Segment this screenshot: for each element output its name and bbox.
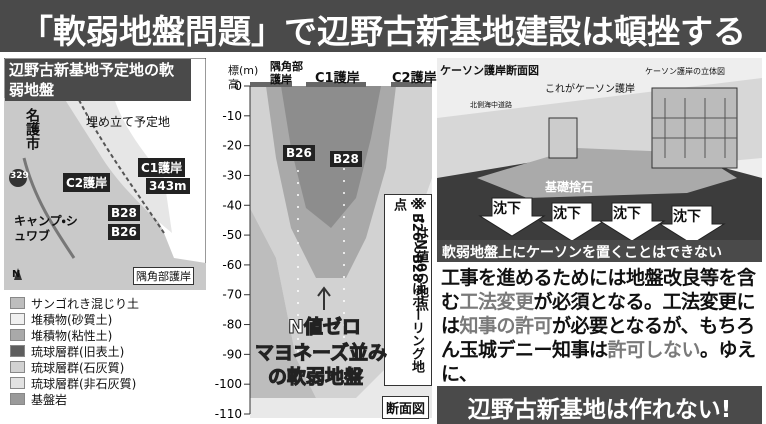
- section-label: B26: [283, 145, 315, 161]
- legend: サンゴれき混じり土堆積物(砂質土)堆積物(粘性土)琉球層群(旧表土)琉球層群(石…: [10, 295, 139, 407]
- sink-label: 沈下: [673, 206, 701, 226]
- tick-label: -30: [222, 168, 242, 182]
- legend-label: 堆積物(粘性土): [31, 327, 112, 344]
- map-label: 343m: [146, 178, 190, 194]
- tick-label: -20: [222, 139, 242, 153]
- tick-label: -10: [222, 109, 242, 123]
- tick-label: -80: [222, 318, 242, 332]
- tick-label: -110: [215, 407, 242, 421]
- axis-title: 高: [228, 76, 239, 92]
- map-label: B26: [108, 224, 140, 240]
- section-label: 隅角部護岸: [270, 60, 310, 86]
- emphasis: 知事の許可: [460, 315, 553, 337]
- page: 「軟弱地盤問題」で辺野古新基地建設は頓挫する 辺野古新基地予定地の軟弱地盤 名護…: [0, 0, 766, 424]
- legend-item: サンゴれき混じり土: [10, 295, 139, 311]
- caisson: [549, 118, 577, 158]
- sink-label: 沈下: [613, 203, 641, 223]
- body-text: 工事を進めるためには地盤改良等を含む工法変更が必須となる。工法変更には知事の許可…: [441, 266, 763, 386]
- section-callout: の軟弱地盤: [268, 362, 363, 389]
- legend-swatch: [10, 297, 25, 309]
- caption: 軟弱地盤上にケーソンを置くことはできない: [442, 242, 722, 262]
- tick-label: -70: [222, 288, 242, 302]
- legend-swatch: [10, 377, 25, 389]
- section-callout: N値ゼロ: [288, 312, 361, 339]
- legend-swatch: [10, 329, 25, 341]
- map-label: C1護岸: [138, 158, 185, 177]
- sink-label: 沈下: [493, 198, 521, 218]
- legend-item: 基盤岩: [10, 391, 139, 407]
- map-label: N: [12, 269, 20, 280]
- map-label: キャンプ・シュワブ: [14, 214, 84, 244]
- legend-label: 堆積物(砂質土): [31, 311, 112, 328]
- legend-label: 琉球層群(非石灰質): [31, 375, 136, 392]
- section-callout: マヨネーズ並み: [255, 338, 387, 365]
- map-label: C2護岸: [63, 173, 110, 192]
- figure-title: ケーソン護岸断面図: [440, 62, 539, 78]
- emphasis: 工法変更: [460, 291, 534, 313]
- sink-label: 沈下: [553, 203, 581, 223]
- tick-label: -60: [222, 258, 242, 272]
- map-label: 隅角部護岸: [133, 267, 194, 285]
- legend-item: 琉球層群(石灰質): [10, 359, 139, 375]
- map-label: B28: [108, 205, 140, 221]
- legend-item: 堆積物(砂質土): [10, 311, 139, 327]
- legend-swatch: [10, 361, 25, 373]
- figure-label: これがケーソン護岸: [545, 80, 635, 95]
- map-label: 329: [10, 171, 26, 181]
- legend-item: 琉球層群(非石灰質): [10, 375, 139, 391]
- section-label: C1護岸: [315, 67, 360, 86]
- legend-label: 琉球層群(旧表土): [31, 343, 124, 360]
- tick-label: -90: [222, 347, 242, 361]
- section-badge: 断面図: [382, 396, 429, 419]
- legend-label: サンゴれき混じり土: [31, 295, 139, 312]
- section-label: C2護岸: [392, 67, 437, 86]
- legend-swatch: [10, 313, 25, 325]
- tick-label: -50: [222, 228, 242, 242]
- figure-label: 基礎捨石: [545, 178, 593, 195]
- tick-label: -40: [222, 198, 242, 212]
- map-label: 名護市: [22, 108, 42, 150]
- note: ※B26とB28はボーリング地点: [389, 198, 425, 382]
- map-label: 埋め立て予定地: [86, 113, 170, 130]
- legend-label: 基盤岩: [31, 391, 67, 408]
- tick-label: -100: [215, 377, 242, 391]
- legend-swatch: [10, 393, 25, 405]
- figure-subtitle: ケーソン護岸の立体図: [645, 66, 725, 77]
- legend-label: 琉球層群(石灰質): [31, 359, 124, 376]
- figure-label: 北側海中道路: [470, 100, 512, 110]
- legend-item: 琉球層群(旧表土): [10, 343, 139, 359]
- header-title: 「軟弱地盤問題」で辺野古新基地建設は頓挫する: [0, 5, 766, 53]
- map-title: 辺野古新基地予定地の軟弱地盤: [5, 59, 191, 101]
- emphasis: 許可しない: [608, 339, 701, 361]
- legend-swatch: [10, 345, 25, 357]
- section-label: B28: [330, 151, 362, 167]
- legend-item: 堆積物(粘性土): [10, 327, 139, 343]
- conclusion: 辺野古新基地は作れない!: [437, 390, 762, 424]
